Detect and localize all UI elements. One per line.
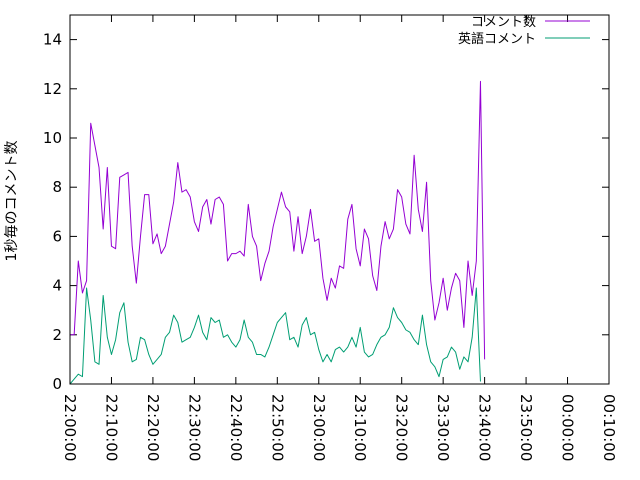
series-line-2: [69, 287, 481, 385]
y-tick-label: 0: [52, 375, 62, 393]
y-tick-label: 14: [43, 31, 62, 49]
x-axis: 22:00:00 22:10:00 22:20:00 22:30:00 22:40:00…: [61, 15, 618, 461]
x-tick-label: 23:20:00: [393, 394, 411, 461]
x-tick-label: 22:10:00: [102, 394, 120, 461]
x-tick-label: 22:30:00: [185, 394, 203, 461]
x-tick-label: 23:10:00: [351, 394, 369, 461]
legend-label: 英語コメント: [458, 31, 536, 47]
series-lines: [69, 80, 486, 385]
plot-frame: [69, 14, 610, 385]
x-tick-label: 00:10:00: [600, 394, 618, 461]
x-tick-label: 22:40:00: [227, 394, 245, 461]
y-tick-label: 12: [43, 80, 62, 98]
y-axis: 0 2 4 6 8 10 12 14: [43, 31, 609, 393]
x-tick-label: 00:00:00: [559, 394, 577, 461]
x-tick-label: 23:40:00: [476, 394, 494, 461]
x-tick-label: 22:00:00: [61, 394, 79, 461]
y-tick-label: 2: [52, 326, 62, 344]
y-tick-label: 4: [52, 277, 62, 295]
x-tick-label: 22:50:00: [268, 394, 286, 461]
y-axis-label: 1秒毎のコメント数: [4, 141, 20, 262]
legend-label: コメント数: [471, 15, 536, 30]
y-axis-title: 1秒毎のコメント数: [4, 141, 20, 262]
y-tick-label: 6: [52, 227, 62, 245]
x-tick-label: 23:30:00: [434, 394, 452, 461]
x-tick-label: 22:20:00: [144, 394, 162, 461]
x-tick-label: 23:50:00: [517, 394, 535, 461]
series-line-1: [70, 80, 486, 360]
y-tick-label: 10: [43, 129, 62, 147]
y-tick-label: 8: [52, 178, 62, 196]
x-tick-label: 23:00:00: [310, 394, 328, 461]
